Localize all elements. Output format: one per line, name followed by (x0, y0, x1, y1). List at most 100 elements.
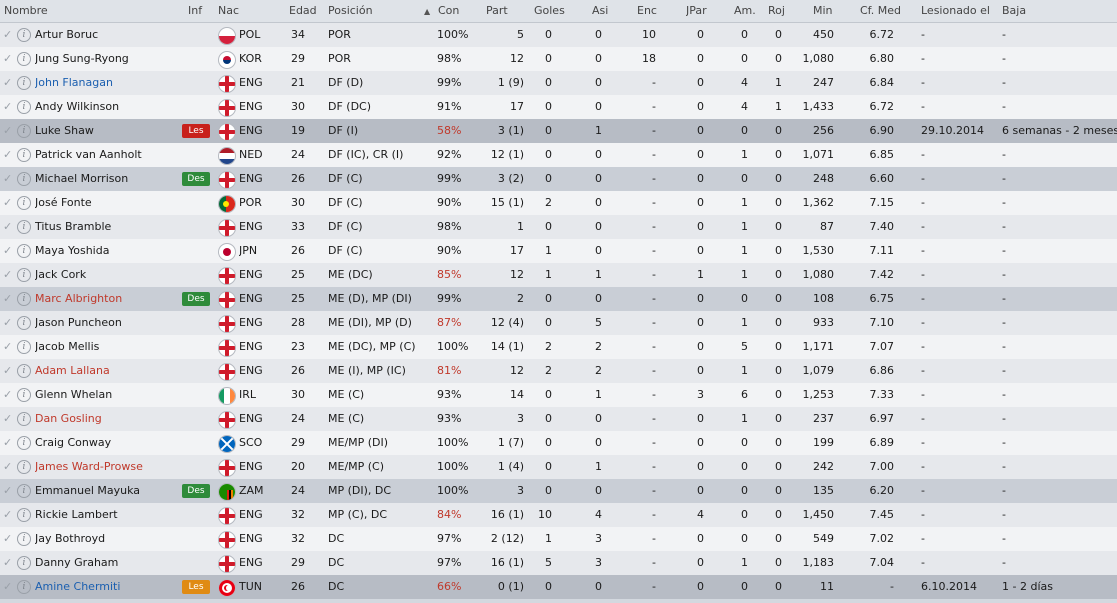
info-icon[interactable]: i (17, 148, 31, 162)
info-icon[interactable]: i (17, 484, 31, 498)
table-row[interactable]: ✓ i Rickie Lambert ENG 32 MP (C), DC 84% 16 (1)… (0, 503, 1117, 527)
player-name[interactable]: Patrick van Aanholt (35, 148, 142, 161)
player-name[interactable]: José Fonte (35, 196, 92, 209)
table-row[interactable]: ✓ i Titus Bramble ENG 33 DF (C) 98% 1 0 0 - 0 1 0 87 7.… (0, 215, 1117, 239)
checkmark-icon[interactable]: ✓ (3, 364, 13, 377)
table-row[interactable]: ✓ i Adam Lallana ENG 26 ME (I), MP (IC) 81% 12 2… (0, 359, 1117, 383)
table-row[interactable]: ✓ i Danny Graham ENG 29 DC 97% 16 (1) 5 3 - 0 1 0 1,18… (0, 551, 1117, 575)
table-row[interactable]: ✓ i Artur Boruc POL 34 POR 100% 5 0 0 10 0 0 0 450 6.72… (0, 23, 1117, 47)
player-name[interactable]: Jay Bothroyd (35, 532, 106, 545)
info-icon[interactable]: i (17, 220, 31, 234)
info-icon[interactable]: i (17, 316, 31, 330)
table-row[interactable]: ✓ i Jack Cork ENG 25 ME (DC) 85% 12 1 1 - 1 1 0 1,080 7… (0, 263, 1117, 287)
table-row[interactable]: ✓ i Luke Shaw Les ENG 19 DF (I) 58% 3 (1) 0 1 - 0 0 0 2… (0, 119, 1117, 143)
checkmark-icon[interactable]: ✓ (3, 100, 13, 113)
info-icon[interactable]: i (17, 388, 31, 402)
status-badge[interactable]: Des (182, 484, 210, 498)
checkmark-icon[interactable]: ✓ (3, 412, 13, 425)
table-row[interactable]: ✓ i Maya Yoshida JPN 26 DF (C) 90% 17 1 0 - 0 1 0 1,53… (0, 239, 1117, 263)
table-row[interactable]: ✓ i Amine Chermiti Les TUN 26 DC 66% 0 (1) 0 0 - 0 0 0… (0, 575, 1117, 599)
table-row[interactable]: ✓ i Dan Gosling ENG 24 ME (C) 93% 3 0 0 - 0 1 0 237 6.9… (0, 407, 1117, 431)
table-row[interactable]: ✓ i Jay Bothroyd ENG 32 DC 97% 2 (12) 1 3 - 0 0 0 549 7… (0, 527, 1117, 551)
checkmark-icon[interactable]: ✓ (3, 388, 13, 401)
table-row[interactable]: ✓ i Jung Sung-Ryong KOR 29 POR 98% 12 0 0 18 0 0 0 1,0… (0, 47, 1117, 71)
col-header-edad[interactable]: Edad (289, 4, 317, 17)
status-badge[interactable]: Des (182, 292, 210, 306)
col-header-baja[interactable]: Baja (1002, 4, 1027, 17)
col-header-inf[interactable]: Inf (188, 4, 203, 17)
info-icon[interactable]: i (17, 412, 31, 426)
checkmark-icon[interactable]: ✓ (3, 76, 13, 89)
info-icon[interactable]: i (17, 340, 31, 354)
checkmark-icon[interactable]: ✓ (3, 124, 13, 137)
info-icon[interactable]: i (17, 172, 31, 186)
col-header-cf-med[interactable]: Cf. Med (860, 4, 901, 17)
col-header-goles[interactable]: Goles (534, 4, 565, 17)
player-name[interactable]: Rickie Lambert (35, 508, 118, 521)
col-header-enc[interactable]: Enc (637, 4, 657, 17)
player-name[interactable]: Andy Wilkinson (35, 100, 120, 113)
col-header-am[interactable]: Am. (734, 4, 756, 17)
table-row[interactable]: ✓ i José Fonte POR 30 DF (C) 90% 15 (1) 2 0 - 0 1 0 1,… (0, 191, 1117, 215)
checkmark-icon[interactable]: ✓ (3, 316, 13, 329)
player-name[interactable]: Jung Sung-Ryong (35, 52, 129, 65)
checkmark-icon[interactable]: ✓ (3, 268, 13, 281)
checkmark-icon[interactable]: ✓ (3, 292, 13, 305)
checkmark-icon[interactable]: ✓ (3, 556, 13, 569)
info-icon[interactable]: i (17, 292, 31, 306)
info-icon[interactable]: i (17, 532, 31, 546)
checkmark-icon[interactable]: ✓ (3, 460, 13, 473)
info-icon[interactable]: i (17, 244, 31, 258)
player-name[interactable]: Luke Shaw (35, 124, 94, 137)
table-row[interactable]: ✓ i Jacob Mellis ENG 23 ME (DC), MP (C) 100% 14… (0, 335, 1117, 359)
player-name[interactable]: Michael Morrison (35, 172, 129, 185)
table-row[interactable]: ✓ i Patrick van Aanholt NED 24 DF (IC), CR (I… (0, 143, 1117, 167)
status-badge[interactable]: Les (182, 124, 210, 138)
checkmark-icon[interactable]: ✓ (3, 340, 13, 353)
info-icon[interactable]: i (17, 364, 31, 378)
player-name[interactable]: Jack Cork (35, 268, 87, 281)
col-header-roj[interactable]: Roj (768, 4, 785, 17)
checkmark-icon[interactable]: ✓ (3, 508, 13, 521)
col-header-asi[interactable]: Asi (592, 4, 609, 17)
player-name[interactable]: Marc Albrighton (35, 292, 123, 305)
col-header-con[interactable]: Con (438, 4, 460, 17)
checkmark-icon[interactable]: ✓ (3, 196, 13, 209)
player-name[interactable]: Dan Gosling (35, 412, 102, 425)
checkmark-icon[interactable]: ✓ (3, 220, 13, 233)
info-icon[interactable]: i (17, 52, 31, 66)
info-icon[interactable]: i (17, 76, 31, 90)
info-icon[interactable]: i (17, 268, 31, 282)
checkmark-icon[interactable]: ✓ (3, 436, 13, 449)
checkmark-icon[interactable]: ✓ (3, 52, 13, 65)
table-row[interactable]: ✓ i Andy Wilkinson ENG 30 DF (DC) 91% 17 0 0 - 0 4 1 1… (0, 95, 1117, 119)
info-icon[interactable]: i (17, 460, 31, 474)
table-row[interactable]: ✓ i John Flanagan ENG 21 DF (D) 99% 1 (9) 0 0 - 0 4 1… (0, 71, 1117, 95)
checkmark-icon[interactable]: ✓ (3, 580, 13, 593)
info-icon[interactable]: i (17, 28, 31, 42)
player-name[interactable]: Emmanuel Mayuka (35, 484, 141, 497)
checkmark-icon[interactable]: ✓ (3, 172, 13, 185)
player-name[interactable]: Glenn Whelan (35, 388, 113, 401)
checkmark-icon[interactable]: ✓ (3, 148, 13, 161)
table-row[interactable]: ✓ i Marc Albrighton Des ENG 25 ME (D), MP (DI)… (0, 287, 1117, 311)
player-name[interactable]: Maya Yoshida (35, 244, 110, 257)
player-name[interactable]: Craig Conway (35, 436, 112, 449)
player-name[interactable]: Amine Chermiti (35, 580, 121, 593)
status-badge[interactable]: Les (182, 580, 210, 594)
table-row[interactable]: ✓ i James Ward-Prowse ENG 20 ME/MP (C) 100% 1 (… (0, 455, 1117, 479)
player-name[interactable]: John Flanagan (35, 76, 113, 89)
player-name[interactable]: Titus Bramble (35, 220, 112, 233)
col-header-min[interactable]: Min (813, 4, 833, 17)
table-row[interactable]: ✓ i Jason Puncheon ENG 28 ME (DI), MP (D) 87% 1… (0, 311, 1117, 335)
info-icon[interactable]: i (17, 556, 31, 570)
player-name[interactable]: Jacob Mellis (35, 340, 100, 353)
info-icon[interactable]: i (17, 100, 31, 114)
player-name[interactable]: Artur Boruc (35, 28, 99, 41)
info-icon[interactable]: i (17, 508, 31, 522)
col-header-lesionado[interactable]: Lesionado el (921, 4, 990, 17)
checkmark-icon[interactable]: ✓ (3, 484, 13, 497)
player-name[interactable]: Danny Graham (35, 556, 119, 569)
info-icon[interactable]: i (17, 196, 31, 210)
table-row[interactable]: ✓ i Craig Conway SCO 29 ME/MP (DI) 100% 1 (7) 0 0… (0, 431, 1117, 455)
